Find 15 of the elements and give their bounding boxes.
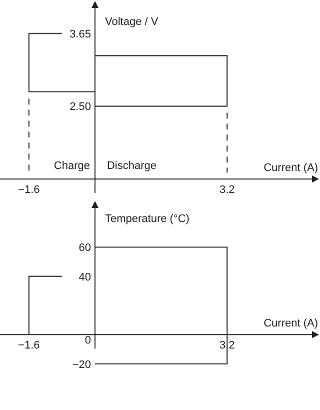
y-tick-label: −20 [72,358,91,371]
annotation: Discharge [106,160,157,172]
x-tick-label: 3.2 [219,184,235,196]
x-tick-label: −1.6 [18,184,40,196]
y-axis-title: Voltage / V [104,16,159,28]
y-tick-label: 2.50 [70,101,91,114]
annotation: Charge [54,160,90,172]
y-axis-title: Temperature (°C) [104,213,190,225]
x-tick-label: −1.6 [18,340,40,352]
y-tick-label: 60 [78,242,91,254]
x-axis-title: Current (A) [264,318,318,330]
y-tick-label: 40 [78,271,91,284]
y-tick-label: 3.65 [70,28,91,40]
x-axis-title: Current (A) [264,162,318,174]
y-tick-label: 0 [84,334,91,347]
